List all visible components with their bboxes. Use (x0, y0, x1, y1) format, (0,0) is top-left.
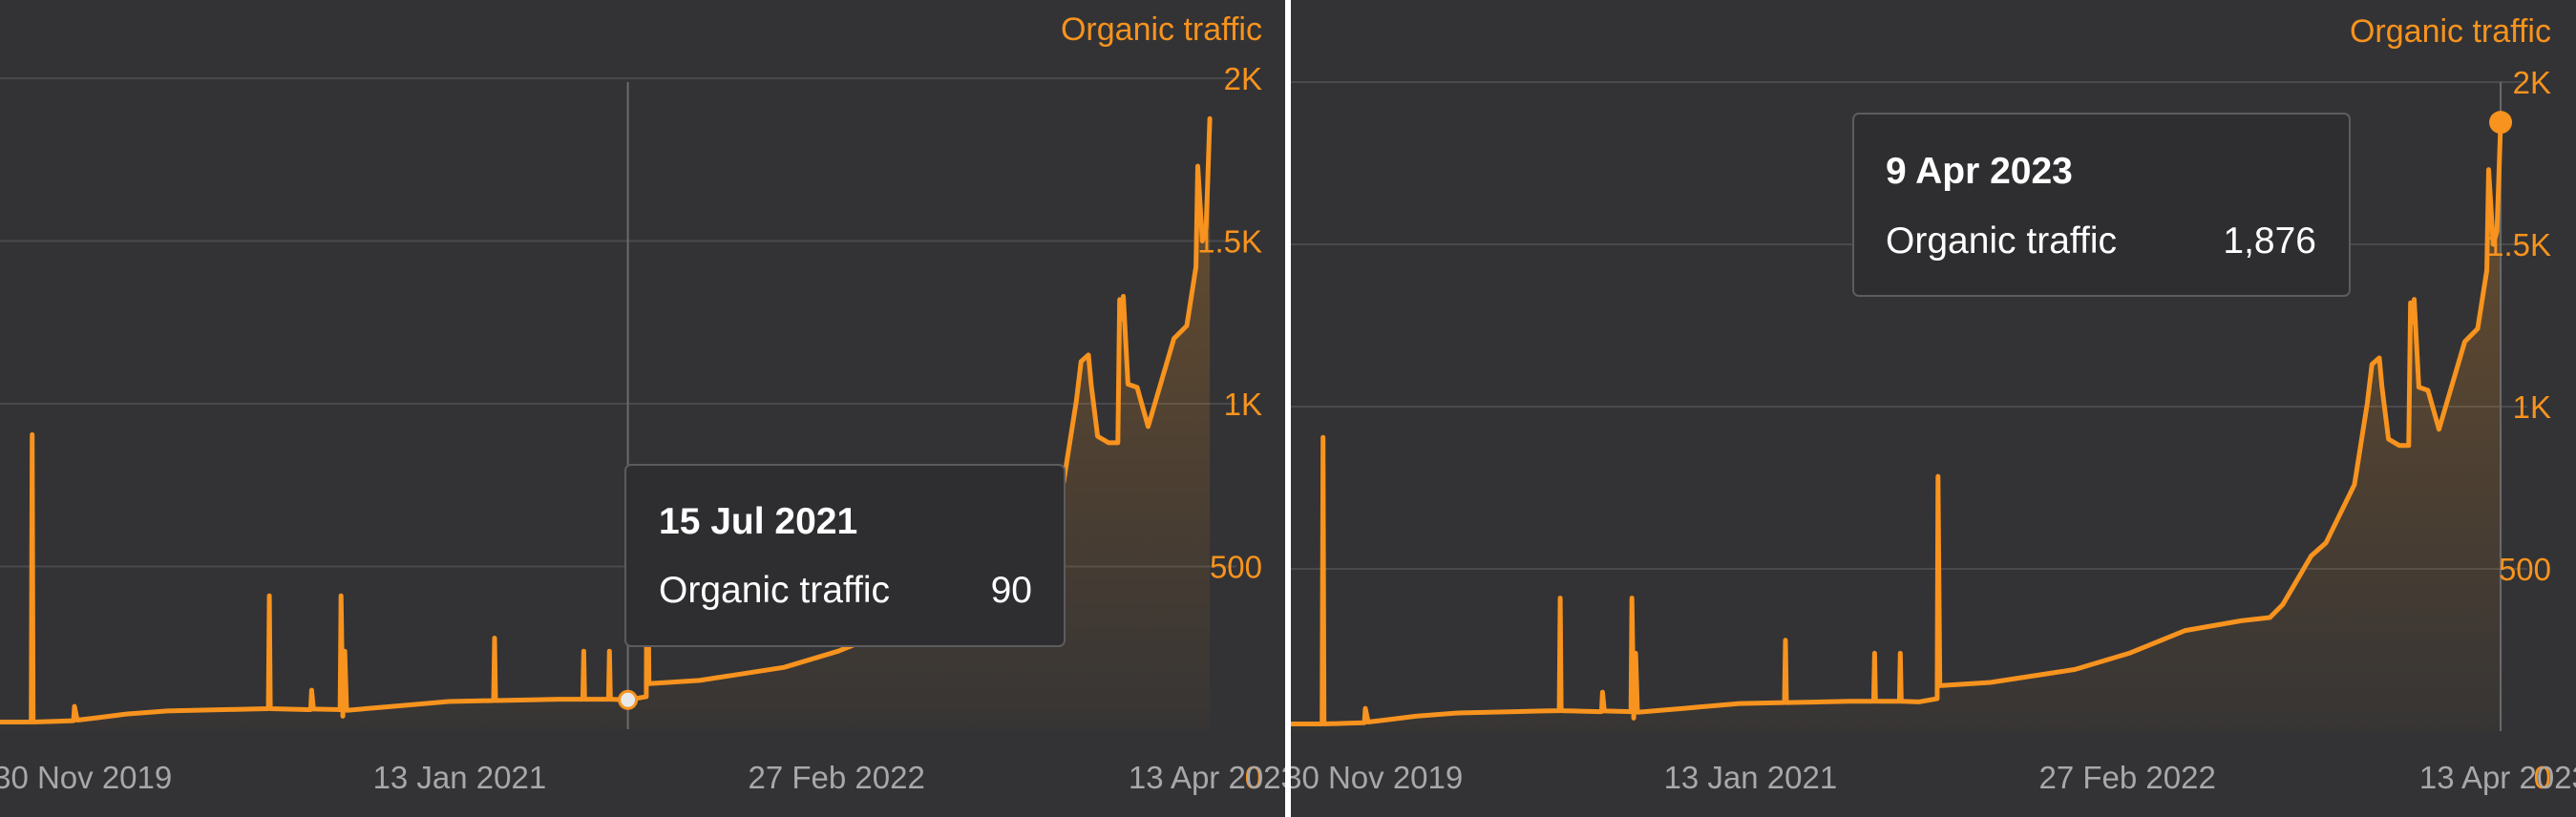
area-fill (1291, 122, 2502, 731)
hover-point (2489, 111, 2513, 135)
y-tick-label: 1K (1224, 387, 1262, 422)
tooltip: 15 Jul 2021 Organic traffic 90 (624, 464, 1066, 647)
y-tick-label: 1K (2513, 389, 2551, 425)
series-line (0, 115, 1213, 724)
x-tick-labels: 30 Nov 2019 13 Jan 2021 27 Feb 2022 13 Apr … (1291, 760, 2576, 795)
x-tick-label: 13 Jan 2021 (373, 760, 547, 795)
hover-marker (618, 689, 639, 710)
x-tick-label: 13 Jan 2021 (1664, 760, 1838, 795)
y-tick-label: 1.5K (1197, 224, 1262, 260)
y-tick-label: 0 (2534, 760, 2551, 795)
y-tick-label: 0 (1245, 760, 1262, 795)
x-tick-label: 13 Apr 2023 (2419, 760, 2576, 795)
tooltip-value: 90 (991, 570, 1032, 611)
tooltip-value: 1,876 (2223, 220, 2316, 262)
series-line-path (0, 115, 1213, 724)
x-tick-label: 13 Apr 2023 (1129, 760, 1285, 795)
series-line (1291, 119, 2503, 726)
series-title: Organic traffic (1061, 11, 1262, 48)
hover-marker (2489, 111, 2513, 135)
x-tick-labels: 30 Nov 2019 13 Jan 2021 27 Feb 2022 13 Apr … (0, 760, 1285, 795)
y-tick-label: 2K (2513, 65, 2551, 100)
y-tick-label: 500 (1210, 550, 1262, 585)
y-tick-labels: 0 500 1K 1.5K 2K (2486, 65, 2551, 795)
hover-point (618, 689, 639, 710)
x-tick-label: 27 Feb 2022 (2038, 760, 2215, 795)
y-tick-label: 2K (1224, 61, 1262, 96)
y-tick-labels: 0 500 1K 1.5K 2K (1197, 61, 1262, 795)
x-tick-label: 27 Feb 2022 (748, 760, 924, 795)
y-tick-label: 500 (2499, 552, 2551, 587)
tooltip-label: Organic traffic (1886, 220, 2117, 262)
x-tick-label: 30 Nov 2019 (1291, 760, 1463, 795)
series-line-path (1291, 119, 2503, 726)
chart-panel-right[interactable]: 0 500 1K 1.5K 2K 30 Nov 2019 13 Jan 2021 27 Fe… (1291, 0, 2576, 817)
area-fill-path (0, 118, 1211, 730)
tooltip-date: 9 Apr 2023 (1886, 151, 2073, 192)
chart-svg-right: 0 500 1K 1.5K 2K 30 Nov 2019 13 Jan 2021 27 Fe… (1291, 13, 2576, 795)
series-title: Organic traffic (2350, 13, 2551, 50)
area-fill-path (1291, 122, 2502, 731)
tooltip: 9 Apr 2023 Organic traffic 1,876 (1852, 113, 2351, 297)
chart-panel-left[interactable]: 0 500 1K 1.5K 2K 30 Nov 2019 13 Jan 2021 27 Fe… (0, 0, 1285, 817)
tooltip-date: 15 Jul 2021 (659, 501, 857, 542)
tooltip-label: Organic traffic (659, 570, 890, 611)
chart-svg-left: 0 500 1K 1.5K 2K 30 Nov 2019 13 Jan 2021 27 Fe… (0, 11, 1285, 795)
area-fill (0, 118, 1211, 730)
tooltip-box (624, 464, 1066, 647)
tooltip-box (1852, 113, 2351, 297)
y-tick-label: 1.5K (2486, 227, 2551, 262)
x-tick-label: 30 Nov 2019 (0, 760, 172, 795)
